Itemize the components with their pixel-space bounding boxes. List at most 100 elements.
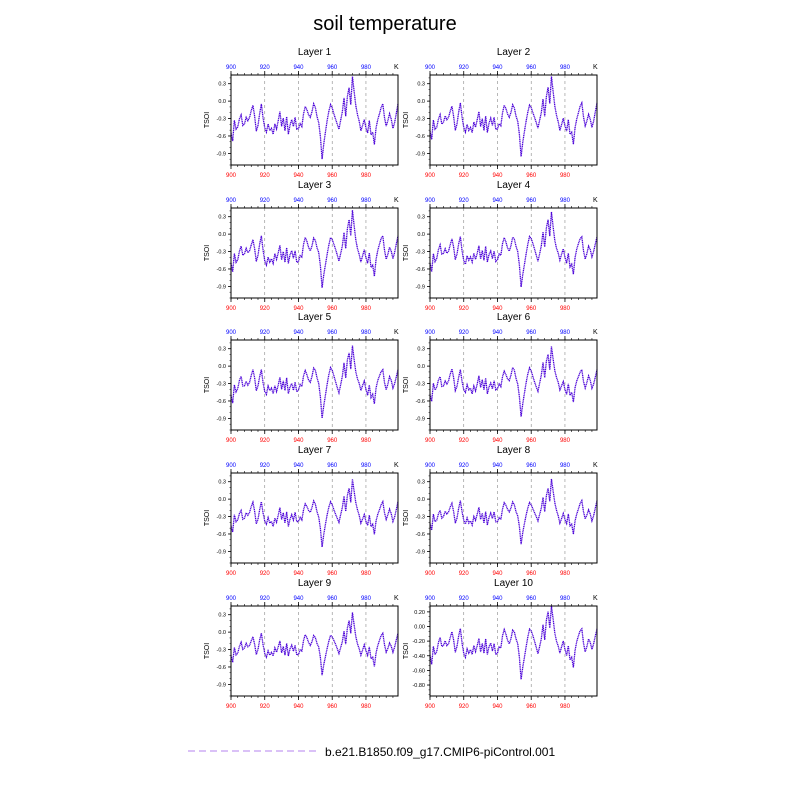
y-tick-label: -0.80 [412, 683, 425, 689]
y-tick-label: -0.9 [416, 284, 425, 290]
y-tick-label: -0.20 [412, 639, 425, 645]
y-tick-label: -0.6 [416, 532, 425, 538]
x-tick-label-bottom: 920 [459, 173, 470, 179]
y-axis-label: TSOI [403, 245, 410, 261]
panel-title: Layer 10 [494, 578, 533, 589]
series-line [230, 210, 399, 288]
x-tick-label-bottom: 920 [260, 438, 271, 444]
x-unit-label: K [394, 64, 399, 71]
y-tick-label: -0.3 [217, 250, 226, 256]
x-tick-label-top: 940 [492, 330, 503, 336]
x-tick-label-top: 900 [425, 198, 436, 204]
x-tick-label-bottom: 980 [361, 571, 372, 577]
y-tick-label: -0.9 [217, 416, 226, 422]
y-axis-label: TSOI [204, 643, 211, 659]
y-axis-label: TSOI [403, 510, 410, 526]
y-tick-label: -0.9 [217, 151, 226, 157]
x-tick-label-top: 900 [425, 330, 436, 336]
x-tick-label-bottom: 900 [425, 306, 436, 312]
x-tick-label-top: 940 [293, 198, 304, 204]
y-tick-label: 0.0 [417, 232, 425, 238]
x-tick-label-top: 900 [425, 65, 436, 71]
x-tick-label-top: 960 [327, 198, 338, 204]
x-unit-label: K [394, 197, 399, 204]
x-tick-label-bottom: 940 [293, 571, 304, 577]
x-tick-label-bottom: 940 [492, 438, 503, 444]
x-unit-label: K [394, 329, 399, 336]
y-tick-label: -0.6 [416, 134, 425, 140]
plot-frame [230, 605, 399, 697]
panel-title: Layer 6 [497, 312, 531, 323]
series-line [429, 605, 598, 680]
y-tick-label: -0.3 [416, 250, 425, 256]
x-tick-label-bottom: 960 [327, 306, 338, 312]
y-tick-label: -0.9 [217, 682, 226, 688]
x-unit-label: K [593, 64, 598, 71]
series-line [230, 479, 399, 548]
x-tick-label-top: 900 [226, 198, 237, 204]
x-tick-label-bottom: 920 [459, 571, 470, 577]
y-tick-label: 0.3 [218, 215, 226, 221]
x-tick-label-top: 920 [260, 596, 271, 602]
y-tick-label: -0.6 [217, 665, 226, 671]
x-tick-label-bottom: 900 [226, 173, 237, 179]
panel-title: Layer 1 [298, 47, 332, 58]
panel-5: Layer 5 K 900 900 920 920 940 940 960 960 980 980 -0… [204, 312, 399, 444]
x-tick-label-top: 900 [226, 463, 237, 469]
panel-7: Layer 7 K 900 900 920 920 940 940 960 960 980 980 -0… [204, 445, 399, 577]
plot-frame [230, 74, 399, 166]
x-tick-label-top: 960 [526, 330, 537, 336]
x-tick-label-bottom: 980 [361, 173, 372, 179]
series-line [429, 346, 598, 417]
x-tick-label-bottom: 900 [425, 438, 436, 444]
panel-title: Layer 7 [298, 445, 332, 456]
panel-1: Layer 1 K 900 900 920 920 940 940 960 960 980 980 -0… [204, 47, 399, 179]
y-tick-label: 0.0 [218, 364, 226, 370]
x-tick-label-top: 980 [560, 596, 571, 602]
y-tick-label: 0.3 [218, 480, 226, 486]
y-tick-label: 0.0 [417, 497, 425, 503]
x-tick-label-top: 960 [327, 596, 338, 602]
plot-frame [429, 207, 598, 299]
x-tick-label-bottom: 940 [293, 438, 304, 444]
x-tick-label-bottom: 900 [425, 571, 436, 577]
y-tick-label: 0.3 [417, 215, 425, 221]
x-tick-label-bottom: 980 [560, 306, 571, 312]
panel-2: Layer 2 K 900 900 920 920 940 940 960 960 980 980 -0… [403, 47, 598, 179]
y-tick-label: 0.3 [218, 613, 226, 619]
series-line [230, 76, 399, 160]
series-line [429, 211, 598, 288]
x-unit-label: K [394, 595, 399, 602]
panel-8: Layer 8 K 900 900 920 920 940 940 960 960 980 980 -0… [403, 445, 598, 577]
x-tick-label-top: 940 [492, 65, 503, 71]
y-tick-label: -0.9 [416, 549, 425, 555]
y-tick-label: 0.0 [218, 497, 226, 503]
plot-frame [230, 472, 399, 564]
y-tick-label: 0.3 [218, 347, 226, 353]
x-tick-label-top: 920 [459, 463, 470, 469]
x-unit-label: K [593, 197, 598, 204]
x-tick-label-top: 920 [459, 198, 470, 204]
x-unit-label: K [593, 329, 598, 336]
x-tick-label-top: 940 [293, 330, 304, 336]
x-tick-label-bottom: 940 [293, 306, 304, 312]
x-tick-label-bottom: 920 [459, 438, 470, 444]
x-unit-label: K [593, 595, 598, 602]
x-tick-label-top: 960 [327, 330, 338, 336]
x-tick-label-top: 940 [293, 65, 304, 71]
y-tick-label: 0.0 [417, 364, 425, 370]
panels-group: Layer 1 K 900 900 920 920 940 940 960 960 980 980 -0… [204, 47, 598, 710]
y-tick-label: 0.3 [417, 480, 425, 486]
figure-title: soil temperature [313, 13, 456, 35]
x-tick-label-bottom: 940 [492, 173, 503, 179]
x-tick-label-bottom: 900 [226, 306, 237, 312]
legend: b.e21.B1850.f09_g17.CMIP6-piControl.001 [188, 745, 555, 759]
y-tick-label: -0.3 [416, 515, 425, 521]
x-tick-label-bottom: 900 [226, 438, 237, 444]
x-tick-label-bottom: 980 [361, 704, 372, 710]
plot-frame [230, 207, 399, 299]
y-tick-label: -0.9 [416, 416, 425, 422]
x-tick-label-top: 920 [459, 65, 470, 71]
y-tick-label: 0.0 [218, 232, 226, 238]
y-tick-label: 0.3 [417, 82, 425, 88]
